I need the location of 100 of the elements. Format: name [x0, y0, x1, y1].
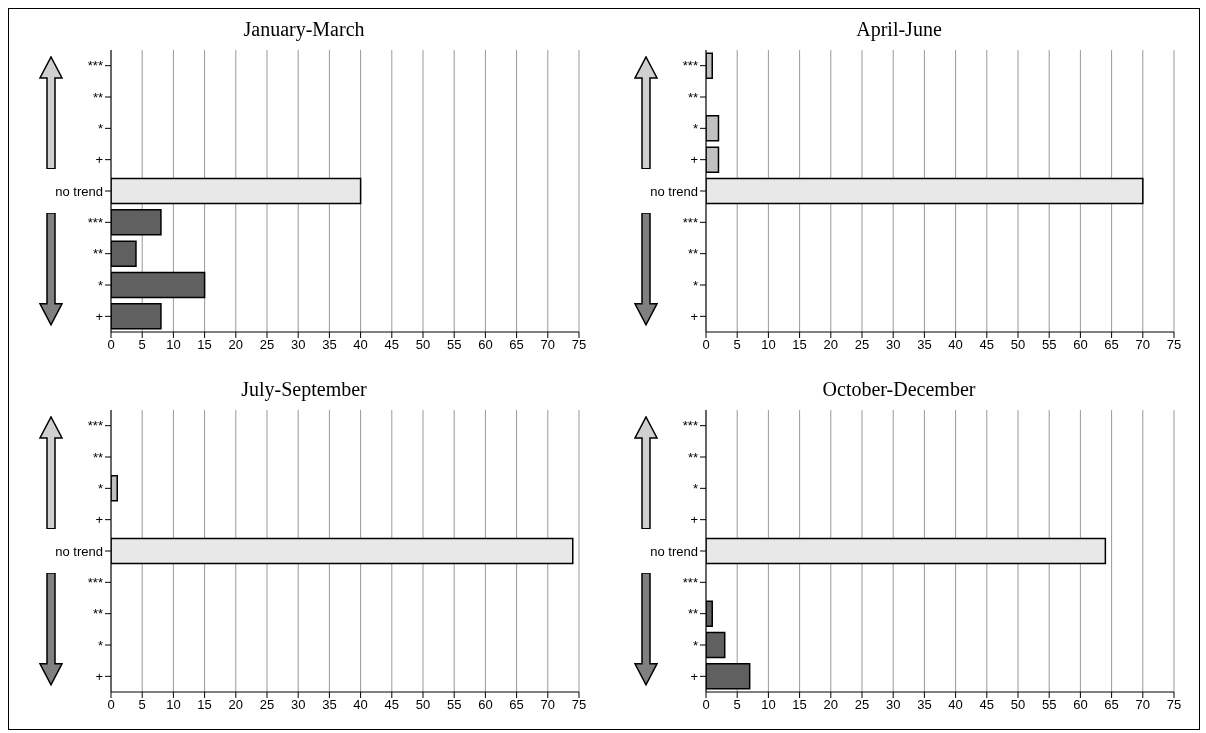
x-tick-label: 60: [1073, 337, 1088, 353]
x-tick-label: 30: [885, 697, 901, 713]
y-tick-label: +: [95, 152, 103, 168]
y-tick-label: **: [687, 89, 698, 105]
x-tick-label: 15: [792, 697, 807, 713]
x-tick-label: 50: [415, 697, 431, 713]
x-tick-label: 50: [1010, 337, 1026, 353]
y-tick-label: **: [687, 606, 698, 622]
y-tick-label: +: [690, 152, 698, 168]
y-tick-label: *: [97, 637, 103, 653]
x-tick-label: 40: [353, 337, 368, 353]
x-tick-label: 55: [446, 337, 462, 353]
x-tick-label: 25: [854, 337, 870, 353]
x-tick-label: 35: [917, 697, 932, 713]
y-tick-label: ***: [87, 214, 103, 230]
x-tick-label: 45: [979, 337, 995, 353]
y-tick-label: no trend: [55, 543, 103, 559]
x-tick-label: 65: [509, 337, 524, 353]
x-tick-label: 15: [197, 697, 212, 713]
x-tick-label: 30: [290, 697, 306, 713]
y-tick-label: ***: [682, 574, 698, 590]
y-tick-label: *: [692, 637, 698, 653]
x-tick-label: 45: [384, 697, 400, 713]
y-tick-label: *: [692, 277, 698, 293]
x-tick-label: 75: [571, 337, 587, 353]
x-tick-label: 75: [1166, 697, 1182, 713]
chart-title: April-June: [855, 17, 943, 43]
x-tick-label: 35: [322, 337, 337, 353]
y-tick-label: *: [97, 277, 103, 293]
x-tick-label: 25: [259, 337, 275, 353]
y-tick-label: **: [92, 606, 103, 622]
y-tick-label: **: [687, 449, 698, 465]
x-tick-label: 15: [792, 337, 807, 353]
x-tick-label: 65: [1104, 697, 1119, 713]
x-tick-label: 50: [1010, 697, 1026, 713]
chart-title: October-December: [821, 377, 977, 402]
x-tick-label: 5: [733, 697, 741, 713]
x-tick-label: 10: [166, 697, 181, 713]
x-tick-label: 40: [353, 697, 368, 713]
x-tick-label: 35: [917, 337, 932, 353]
y-tick-label: ***: [682, 214, 698, 230]
x-tick-label: 55: [1041, 337, 1057, 353]
y-tick-label: ***: [87, 58, 103, 74]
y-tick-label: ***: [682, 58, 698, 74]
x-tick-label: 10: [166, 337, 181, 353]
y-tick-label: +: [95, 308, 103, 324]
y-tick-label: **: [687, 246, 698, 262]
x-tick-label: 20: [228, 697, 244, 713]
y-tick-label: **: [92, 89, 103, 105]
x-tick-label: 10: [761, 337, 776, 353]
y-tick-label: ***: [87, 418, 103, 434]
x-tick-label: 25: [259, 697, 275, 713]
y-tick-label: **: [92, 449, 103, 465]
x-tick-label: 0: [107, 337, 115, 353]
x-tick-label: 60: [478, 697, 493, 713]
x-tick-label: 70: [540, 337, 556, 353]
x-tick-label: 0: [107, 697, 115, 713]
x-tick-label: 65: [1104, 337, 1119, 353]
y-tick-label: no trend: [55, 183, 103, 199]
x-tick-label: 30: [885, 337, 901, 353]
y-tick-label: ***: [682, 418, 698, 434]
x-tick-label: 10: [761, 697, 776, 713]
x-tick-label: 60: [1073, 697, 1088, 713]
y-tick-label: *: [692, 480, 698, 496]
y-tick-label: +: [690, 512, 698, 528]
y-tick-label: *: [97, 120, 103, 136]
x-tick-label: 40: [948, 337, 963, 353]
x-tick-label: 15: [197, 337, 212, 353]
x-tick-label: 5: [138, 697, 146, 713]
x-tick-label: 75: [1166, 337, 1182, 353]
y-tick-label: +: [95, 512, 103, 528]
y-tick-label: no trend: [650, 183, 698, 199]
x-tick-label: 70: [1135, 337, 1151, 353]
x-tick-label: 65: [509, 697, 524, 713]
x-tick-label: 5: [138, 337, 146, 353]
x-tick-label: 45: [979, 697, 995, 713]
y-tick-label: +: [690, 668, 698, 684]
x-tick-label: 30: [290, 337, 306, 353]
y-tick-label: no trend: [650, 543, 698, 559]
x-tick-label: 50: [415, 337, 431, 353]
x-tick-label: 20: [823, 337, 839, 353]
x-tick-label: 5: [733, 337, 741, 353]
x-tick-label: 60: [478, 337, 493, 353]
x-tick-label: 55: [446, 697, 462, 713]
x-tick-label: 55: [1041, 697, 1057, 713]
x-tick-label: 0: [702, 337, 710, 353]
x-tick-label: 20: [228, 337, 244, 353]
y-tick-label: ***: [87, 574, 103, 590]
y-tick-label: +: [690, 308, 698, 324]
x-tick-label: 25: [854, 697, 870, 713]
x-tick-label: 75: [571, 697, 587, 713]
y-tick-label: *: [97, 480, 103, 496]
x-tick-label: 20: [823, 697, 839, 713]
x-tick-label: 70: [1135, 697, 1151, 713]
y-tick-label: +: [95, 668, 103, 684]
x-tick-label: 0: [702, 697, 710, 713]
x-tick-label: 70: [540, 697, 556, 713]
x-tick-label: 45: [384, 337, 400, 353]
chart-title: January-March: [242, 17, 366, 43]
x-tick-label: 35: [322, 697, 337, 713]
